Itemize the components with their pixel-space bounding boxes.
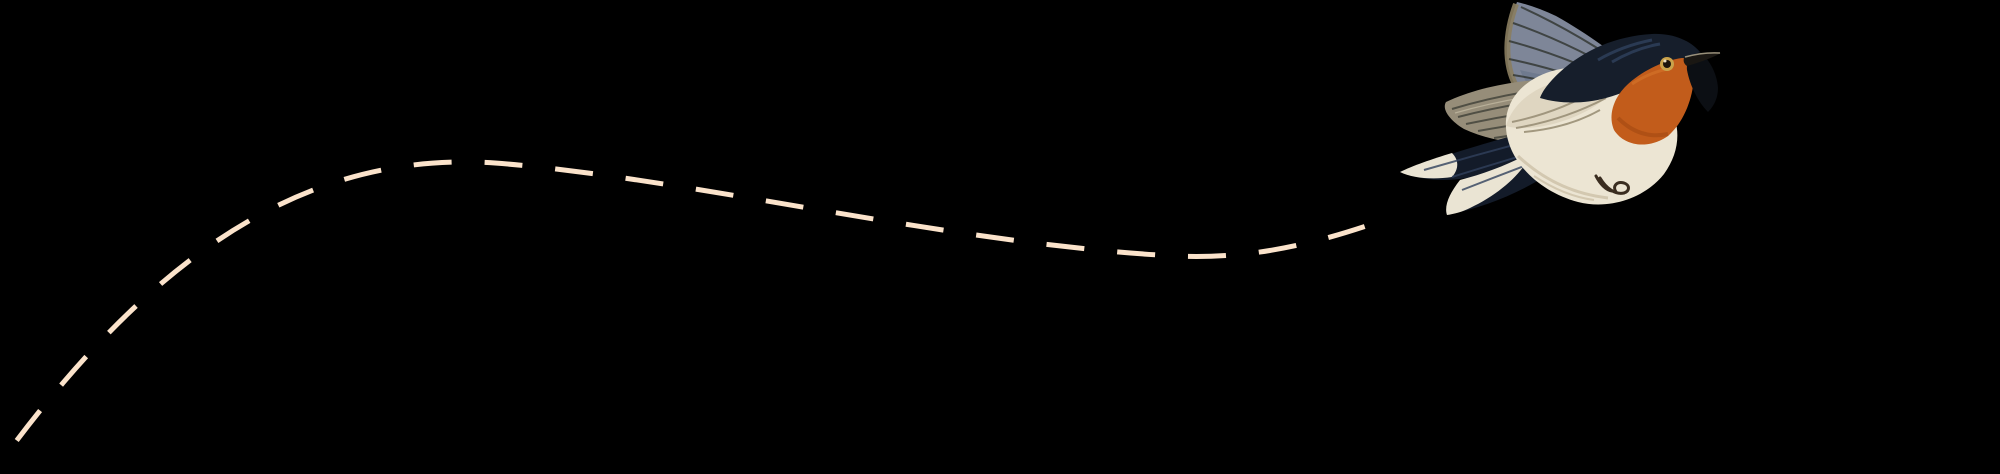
bird-mask-crescent xyxy=(1686,52,1718,112)
bird-feet xyxy=(1594,174,1630,195)
bird-tail-white-patch xyxy=(1400,153,1458,179)
bird-beak-horn-line xyxy=(1684,52,1721,58)
bird-belly-shading xyxy=(1516,154,1609,201)
dashed-flight-path xyxy=(0,159,1379,468)
bird-near-wing-leading-edge xyxy=(1504,2,1519,88)
bird-tail-white-fringe xyxy=(1446,152,1532,215)
bird-crown-sheen xyxy=(1597,38,1661,64)
bird-beak xyxy=(1683,52,1721,66)
bird-head-nape xyxy=(1540,33,1700,103)
bird-eye-glint xyxy=(1663,59,1667,63)
swallow-bird-illustration xyxy=(1400,2,1721,215)
bird-breast xyxy=(1611,58,1695,145)
bird-breast-shade xyxy=(1616,116,1669,138)
